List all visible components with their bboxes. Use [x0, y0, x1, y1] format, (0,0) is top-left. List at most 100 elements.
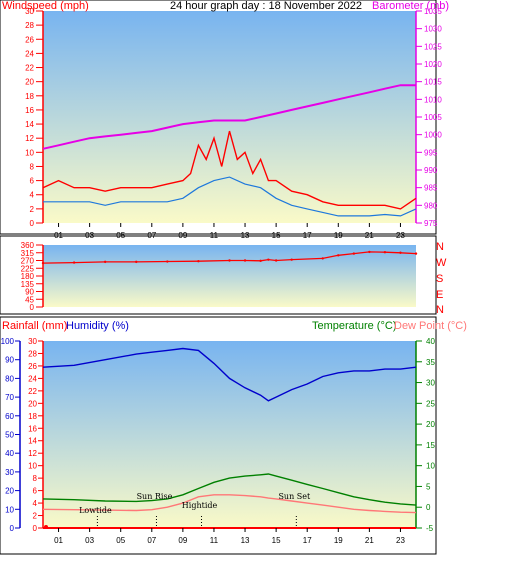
humidity-y-tick-label: 20	[5, 487, 14, 496]
wind-direction-point	[352, 252, 356, 255]
wind-x-tick-label: 03	[85, 231, 94, 240]
temp-x-tick-label: 07	[147, 536, 156, 545]
rain-y-tick-label: 10	[28, 462, 37, 471]
wind-x-tick-label: 05	[116, 231, 125, 240]
wind-direction-point	[368, 250, 371, 254]
wind-direction-point	[41, 261, 45, 265]
rain-y-tick-label: 8	[33, 474, 38, 483]
plot-area-wind	[43, 11, 416, 223]
baro-y-tick-label: 1000	[424, 131, 442, 140]
barometer-axis-title: Barometer (mb)	[372, 0, 449, 12]
wind-direction-point	[414, 252, 418, 255]
rain-y-tick-label: 22	[28, 387, 37, 396]
temp-y-tick-label: 10	[426, 462, 435, 471]
baro-y-tick-label: 1025	[424, 42, 442, 51]
humidity-y-tick-label: 30	[5, 468, 14, 477]
wind-direction-point	[197, 259, 200, 263]
temp-y-tick-label: 30	[426, 379, 435, 388]
baro-y-tick-label: 1010	[424, 95, 442, 104]
temp-x-tick-label: 05	[116, 536, 125, 545]
wind-x-tick-label: 21	[365, 231, 374, 240]
event-label: Sun Set	[278, 492, 311, 501]
wind-y-tick-label: 2	[30, 205, 35, 214]
wind-y-tick-label: 8	[30, 162, 35, 171]
dir-y-tick-label: 360	[21, 241, 35, 250]
wind-direction-point	[274, 259, 278, 262]
temp-y-tick-label: 20	[426, 420, 435, 429]
wind-x-tick-label: 07	[147, 231, 156, 240]
wind-direction-point	[321, 257, 324, 260]
baro-y-tick-label: 990	[424, 166, 438, 175]
dir-letter-e: E	[436, 289, 443, 301]
baro-y-tick-label: 1005	[424, 113, 442, 122]
wind-y-tick-label: 12	[25, 134, 34, 143]
wind-y-tick-label: 14	[25, 120, 34, 129]
barometer-line	[42, 84, 416, 150]
wind-axis-title: Windspeed (mph)	[2, 0, 89, 12]
humidity-y-tick-label: 50	[5, 431, 14, 440]
plot-area-direction	[43, 245, 416, 307]
wind-x-tick-label: 11	[210, 231, 219, 240]
wind-x-tick-label: 09	[178, 231, 187, 240]
temp-x-tick-label: 03	[85, 536, 94, 545]
rain-y-tick-label: 4	[33, 499, 38, 508]
wind-y-tick-label: 18	[25, 92, 34, 101]
humidity-y-tick-label: 60	[5, 412, 14, 421]
temp-y-tick-label: 5	[426, 482, 431, 491]
wind-y-tick-label: 10	[25, 148, 34, 157]
dir-letter-w: W	[436, 257, 447, 269]
dir-y-tick-label: 225	[21, 264, 35, 273]
wind-y-tick-label: 30	[25, 7, 34, 16]
dir-letter-n-bottom: N	[436, 304, 444, 316]
dir-y-tick-label: 45	[25, 295, 34, 304]
temp-y-tick-label: 15	[426, 441, 435, 450]
temp-x-tick-label: 01	[54, 536, 63, 545]
temp-x-tick-label: 21	[365, 536, 374, 545]
humidity-y-tick-label: 40	[5, 449, 14, 458]
dewpoint-line	[42, 494, 417, 514]
wind-direction-point	[259, 259, 262, 263]
event-label: Sun Rise	[137, 492, 173, 501]
temp-x-tick-label: 13	[241, 536, 250, 545]
wind-direction-point	[135, 260, 138, 264]
rain-y-tick-label: 12	[28, 449, 37, 458]
rain-y-tick-label: 16	[28, 424, 37, 433]
wind-average-line	[43, 176, 417, 217]
dir-y-tick-label: 0	[30, 303, 35, 312]
baro-y-tick-label: 1030	[424, 25, 442, 34]
baro-y-tick-label: 985	[424, 184, 438, 193]
plot-area-temp	[43, 341, 416, 528]
wind-x-tick-label: 01	[54, 231, 63, 240]
wind-gust-line	[42, 130, 417, 210]
wind-direction-point	[72, 261, 76, 264]
temp-x-tick-label: 23	[396, 536, 405, 545]
humidity-axis-title: Humidity (%)	[66, 320, 129, 332]
temp-x-tick-label: 19	[334, 536, 343, 545]
wind-x-tick-label: 23	[396, 231, 405, 240]
temp-x-tick-label: 15	[272, 536, 281, 545]
wind-y-tick-label: 16	[25, 106, 34, 115]
dir-letter-s: S	[436, 273, 443, 285]
rain-y-tick-label: 26	[28, 362, 37, 371]
humidity-y-tick-label: 10	[5, 505, 14, 514]
dir-y-tick-label: 315	[21, 249, 35, 258]
humidity-y-tick-label: 90	[5, 356, 14, 365]
humidity-y-tick-label: 0	[10, 524, 15, 533]
wind-x-tick-label: 13	[241, 231, 250, 240]
humidity-y-tick-label: 100	[1, 337, 15, 346]
wind-direction-point	[267, 258, 270, 261]
humidity-y-tick-label: 80	[5, 374, 14, 383]
dir-letter-n-top: N	[436, 241, 444, 253]
baro-y-tick-label: 1020	[424, 60, 442, 69]
temperature-line	[42, 473, 417, 506]
wind-direction-point	[228, 259, 231, 262]
rain-y-tick-label: 30	[28, 337, 37, 346]
wind-y-tick-label: 22	[25, 64, 34, 73]
temp-y-tick-label: 0	[426, 503, 431, 512]
temperature-axis-title: Temperature (°C)	[312, 320, 396, 332]
humidity-y-tick-label: 70	[5, 393, 14, 402]
wind-y-tick-label: 24	[25, 49, 34, 58]
baro-y-tick-label: 975	[424, 219, 438, 228]
rain-y-tick-label: 24	[28, 374, 37, 383]
